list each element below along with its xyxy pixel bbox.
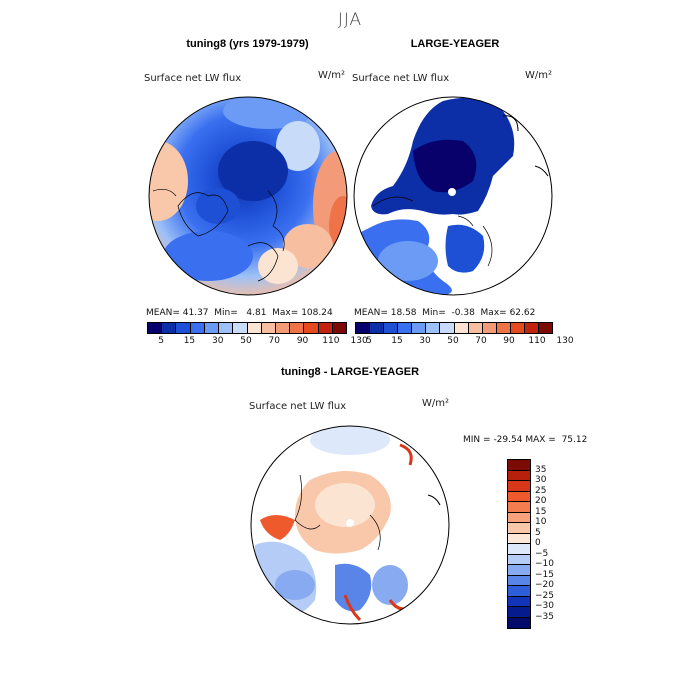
panel2-colorbar [355, 322, 553, 334]
colorbar-tick-label: 110 [322, 336, 340, 346]
colorbar-swatch [508, 491, 530, 502]
colorbar-swatch [508, 586, 530, 597]
colorbar-tick-label: 70 [475, 336, 487, 346]
colorbar-tick-label: −5 [535, 548, 549, 559]
colorbar-swatch [508, 565, 530, 576]
colorbar-tick-label: 15 [183, 336, 196, 346]
colorbar-swatch [162, 323, 177, 333]
colorbar-swatch [508, 502, 530, 513]
panel2-variable-label: Surface net LW flux [352, 73, 450, 84]
season-title: JJA [337, 10, 363, 30]
colorbar-swatch [370, 323, 385, 333]
colorbar-tick-label: 130 [350, 336, 368, 346]
colorbar-swatch [539, 323, 553, 333]
colorbar-tick-label: 10 [535, 517, 547, 527]
colorbar-tick-label: −35 [535, 611, 554, 622]
colorbar-swatch [290, 323, 305, 333]
colorbar-tick-label: −10 [535, 559, 554, 569]
colorbar-tick-label: 5 [158, 336, 165, 346]
colorbar-swatch [176, 323, 191, 333]
colorbar-swatch [510, 323, 525, 333]
colorbar-swatch [508, 544, 530, 555]
panel3-colorbar-ticks: 35 30 25 20 15 10 5 0 −5 −10 −15 −20 −25 −30 −35 [535, 459, 575, 627]
panel1-variable-label: Surface net LW flux [144, 73, 242, 84]
colorbar-swatch [304, 323, 319, 333]
colorbar-tick-label: 30 [211, 336, 224, 346]
colorbar-tick-label: 30 [535, 475, 547, 485]
colorbar-tick-label: 0 [535, 538, 541, 548]
colorbar-swatch [190, 323, 205, 333]
colorbar-swatch [508, 523, 530, 534]
colorbar-swatch [482, 323, 497, 333]
colorbar-swatch [508, 596, 530, 607]
colorbar-swatch [332, 323, 347, 333]
colorbar-swatch [508, 460, 530, 471]
colorbar-tick-label: 5 [535, 527, 541, 538]
panel1-polar-map [148, 96, 348, 296]
panel3-variable-label: Surface net LW flux [249, 401, 347, 412]
colorbar-swatch [496, 323, 511, 333]
colorbar-tick-label: 130 [556, 336, 574, 346]
colorbar-tick-label: 90 [296, 336, 309, 346]
colorbar-tick-label: 15 [535, 506, 547, 517]
colorbar-swatch [275, 323, 291, 333]
panel2-polar-map [353, 96, 553, 296]
panel2-stats: MEAN= 18.58 Min= -0.38 Max= 62.62 [354, 308, 536, 318]
colorbar-swatch [508, 481, 530, 492]
colorbar-swatch [426, 323, 441, 333]
panel3-stats: MIN = -29.54 MAX = 75.12 [463, 435, 588, 445]
colorbar-swatch [440, 323, 455, 333]
panel3-colorbar [507, 459, 531, 629]
panel1-title: tuning8 (yrs 1979-1979) [186, 38, 309, 50]
colorbar-swatch [508, 470, 530, 481]
panel2-title: LARGE-YEAGER [410, 38, 500, 50]
colorbar-tick-label: −30 [535, 601, 554, 611]
colorbar-swatch [233, 323, 248, 333]
panel1-colorbar-ticks: 5 15 30 50 70 90 110 130 [147, 336, 367, 348]
colorbar-swatch [508, 617, 530, 628]
colorbar-swatch [261, 323, 276, 333]
colorbar-swatch [412, 323, 427, 333]
colorbar-tick-label: 70 [268, 336, 281, 346]
panel2-units: W/m² [525, 70, 553, 81]
colorbar-swatch [508, 554, 530, 565]
colorbar-tick-label: 50 [240, 336, 252, 346]
colorbar-swatch [508, 575, 530, 586]
colorbar-tick-label: 35 [535, 464, 547, 475]
colorbar-tick-label: 90 [503, 336, 515, 346]
colorbar-swatch [318, 323, 333, 333]
colorbar-swatch [508, 533, 530, 544]
panel3-units: W/m² [422, 398, 450, 409]
colorbar-swatch [384, 323, 399, 333]
panel1-units: W/m² [318, 70, 346, 81]
colorbar-tick-label: 30 [419, 336, 431, 346]
colorbar-swatch [204, 323, 220, 333]
panel1-stats: MEAN= 41.37 Min= 4.81 Max= 108.24 [146, 308, 333, 318]
colorbar-swatch [454, 323, 469, 333]
colorbar-tick-label: −15 [535, 569, 554, 580]
colorbar-tick-label: −25 [535, 590, 554, 601]
colorbar-tick-label: 50 [447, 336, 459, 346]
colorbar-swatch [508, 607, 530, 618]
colorbar-tick-label: 25 [535, 485, 547, 496]
colorbar-swatch [524, 323, 540, 333]
colorbar-swatch [508, 512, 530, 523]
colorbar-tick-label: 5 [366, 336, 372, 346]
colorbar-swatch [398, 323, 413, 333]
panel2-colorbar-ticks: 5 15 30 50 70 90 110 130 [355, 336, 573, 348]
panel3-polar-map [250, 425, 450, 625]
colorbar-tick-label: 110 [528, 336, 546, 346]
colorbar-swatch [247, 323, 262, 333]
colorbar-swatch [148, 323, 163, 333]
panel3-title: tuning8 - LARGE-YEAGER [280, 366, 420, 378]
colorbar-tick-label: 15 [391, 336, 403, 346]
colorbar-swatch [356, 323, 371, 333]
colorbar-swatch [468, 323, 483, 333]
colorbar-tick-label: −20 [535, 580, 554, 590]
colorbar-tick-label: 20 [535, 496, 547, 506]
panel1-colorbar [147, 322, 347, 334]
colorbar-swatch [219, 323, 234, 333]
